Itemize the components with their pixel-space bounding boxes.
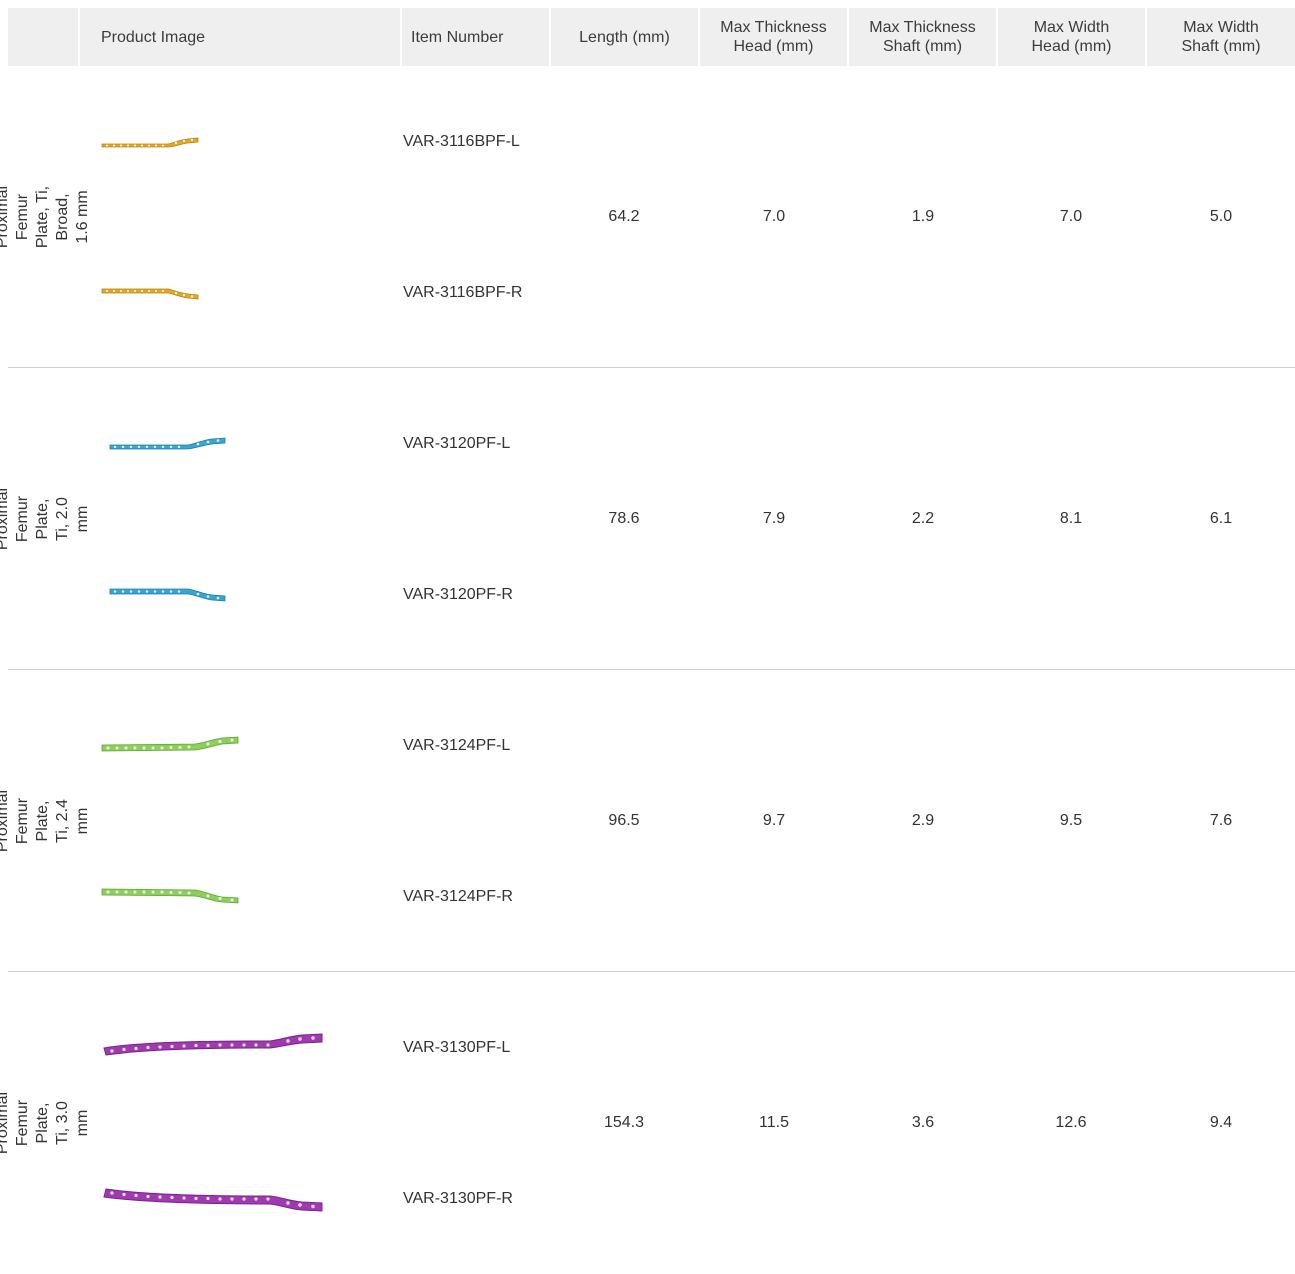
max-width-shaft-value: 7.6 — [1209, 812, 1233, 829]
item-number: VAR-3116BPF-L — [403, 133, 520, 150]
product-name: Proximal Femur Plate, Ti, 2.0 mm — [0, 487, 91, 551]
femur-plate-right-icon — [103, 1188, 323, 1212]
length-value: 78.6 — [608, 510, 640, 527]
header-max-width-head: Max Width Head (mm) — [998, 8, 1145, 66]
max-thickness-head-value: 7.9 — [762, 510, 786, 527]
femur-plate-right-icon — [109, 588, 226, 602]
length-value: 64.2 — [608, 208, 640, 225]
max-thickness-head-value: 9.7 — [762, 812, 786, 829]
femur-plate-left-icon — [103, 1033, 323, 1056]
max-width-head-value: 12.6 — [1055, 1114, 1087, 1131]
max-thickness-shaft-value: 1.9 — [911, 208, 935, 225]
header-item-number: Item Number — [402, 8, 549, 66]
header-max-width-shaft: Max Width Shaft (mm) — [1147, 8, 1295, 66]
row-divider — [8, 669, 1295, 670]
table-row-group: Proximal Femur Plate, Ti, Broad, 1.6 mm … — [0, 66, 1295, 368]
max-width-head-value: 8.1 — [1059, 510, 1083, 527]
product-name: Proximal Femur Plate, Ti, Broad, 1.6 mm — [0, 185, 91, 249]
femur-plate-left-icon — [101, 736, 239, 752]
max-width-shaft-value: 9.4 — [1209, 1114, 1233, 1131]
item-number: VAR-3124PF-R — [403, 888, 513, 905]
max-thickness-shaft-value: 2.2 — [911, 510, 935, 527]
item-number: VAR-3124PF-L — [403, 737, 511, 754]
row-divider — [8, 367, 1295, 368]
max-width-head-value: 9.5 — [1059, 812, 1083, 829]
femur-plate-left-icon — [101, 137, 199, 148]
length-value: 154.3 — [603, 1114, 645, 1131]
max-thickness-shaft-value: 2.9 — [911, 812, 935, 829]
header-length: Length (mm) — [551, 8, 698, 66]
femur-plate-right-icon — [101, 288, 199, 300]
header-max-thickness-shaft: Max Thickness Shaft (mm) — [849, 8, 996, 66]
max-thickness-head-value: 11.5 — [759, 1114, 789, 1131]
item-number: VAR-3130PF-L — [403, 1039, 511, 1056]
table-header: Product Image Item Number Length (mm) Ma… — [8, 8, 1295, 66]
product-name: Proximal Femur Plate, Ti, 3.0 mm — [0, 1091, 91, 1155]
item-number: VAR-3116BPF-R — [403, 284, 523, 301]
max-thickness-shaft-value: 3.6 — [911, 1114, 935, 1131]
row-divider — [8, 971, 1295, 972]
item-number: VAR-3120PF-R — [403, 586, 513, 603]
header-product-image: Product Image — [80, 8, 400, 66]
item-number: VAR-3130PF-R — [403, 1190, 513, 1207]
item-number: VAR-3120PF-L — [403, 435, 511, 452]
table-row-group: Proximal Femur Plate, Ti, 2.4 mm VAR-312… — [0, 670, 1295, 972]
max-width-shaft-value: 5.0 — [1209, 208, 1233, 225]
product-name: Proximal Femur Plate, Ti, 2.4 mm — [0, 789, 91, 853]
femur-plate-left-icon — [109, 437, 226, 450]
table-row-group: Proximal Femur Plate, Ti, 3.0 mm VAR-313… — [0, 972, 1295, 1274]
max-thickness-head-value: 7.0 — [762, 208, 786, 225]
max-width-head-value: 7.0 — [1059, 208, 1083, 225]
max-width-shaft-value: 6.1 — [1209, 510, 1233, 527]
table-row-group: Proximal Femur Plate, Ti, 2.0 mm VAR-312… — [0, 368, 1295, 670]
length-value: 96.5 — [608, 812, 640, 829]
header-cell-blank — [8, 8, 78, 66]
header-max-thickness-head: Max Thickness Head (mm) — [700, 8, 847, 66]
femur-plate-right-icon — [101, 888, 239, 904]
